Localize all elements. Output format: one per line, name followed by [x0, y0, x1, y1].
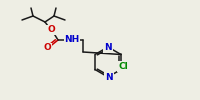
Text: O: O	[43, 44, 51, 52]
Text: O: O	[47, 26, 55, 34]
Text: Cl: Cl	[118, 62, 128, 71]
Text: N: N	[104, 44, 112, 52]
Text: N: N	[105, 72, 113, 82]
Text: NH: NH	[64, 36, 80, 44]
